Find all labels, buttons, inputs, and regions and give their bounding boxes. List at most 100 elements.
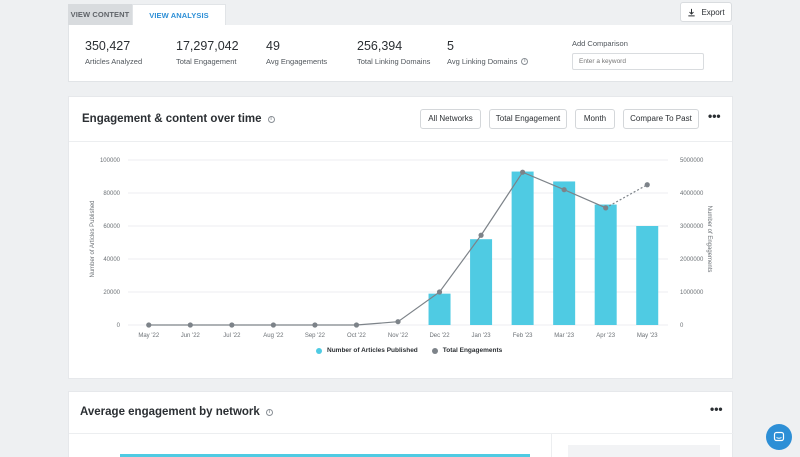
line-point (644, 182, 650, 188)
legend-swatch (316, 347, 322, 354)
info-icon[interactable]: i (265, 408, 273, 416)
stat-value: 256,394 (357, 39, 403, 53)
y-tick-label: 80000 (103, 191, 120, 197)
stat-label: Total Engagement (176, 57, 237, 66)
chart-bars (428, 171, 659, 325)
x-tick-label: May '23 (637, 333, 658, 339)
stat-label: Avg Engagements (266, 57, 328, 66)
engagement-chart: 100000 80000 60000 40000 20000 0 5000000 40000… (90, 158, 712, 339)
y-tick-label: 20000 (103, 290, 120, 296)
avg-engagement-by-network-card: Average engagement by network i ••• (68, 391, 734, 457)
divider (69, 433, 734, 434)
x-tick-label: May '22 (138, 333, 159, 339)
line-point (603, 205, 609, 211)
legend-label: Number of Articles Published (327, 347, 418, 354)
stat-value: 5 (447, 39, 454, 53)
info-icon[interactable]: i (267, 115, 275, 123)
more-options-icon[interactable]: ••• (710, 402, 723, 416)
chat-icon (773, 431, 785, 442)
report-tabs: VIEW CONTENT VIEW ANALYSIS REPORT (68, 4, 226, 42)
x-tick-label: Feb '23 (513, 333, 533, 339)
line-point (229, 322, 235, 328)
network-bar (120, 454, 530, 457)
legend-item-articles[interactable]: Number of Articles Published (316, 347, 418, 354)
stat-total-linking-domains: 256,394 Total Linking Domains (357, 39, 430, 66)
bar (428, 293, 451, 325)
add-comparison: Add Comparison (572, 39, 704, 70)
card-header: Engagement & content over time i All Net… (69, 97, 732, 142)
y-tick-label: 0 (117, 323, 121, 329)
stat-value: 350,427 (85, 39, 131, 53)
engagement-over-time-card: Engagement & content over time i All Net… (68, 96, 733, 379)
month-button[interactable]: Month (575, 109, 615, 129)
y2-tick-label: 1000000 (680, 290, 704, 296)
x-tick-label: Oct '22 (347, 333, 366, 339)
chat-button[interactable] (766, 424, 792, 450)
compare-to-past-button[interactable]: Compare To Past (623, 109, 699, 129)
y-tick-label: 40000 (103, 257, 120, 263)
export-label: Export (701, 7, 725, 17)
x-tick-label: Jul '22 (223, 333, 241, 339)
line-point (436, 289, 443, 295)
engagement-card-title: Engagement & content over time i (82, 113, 275, 125)
avg-card-title: Average engagement by network i (80, 406, 273, 418)
x-tick-label: Mar '23 (554, 333, 574, 339)
stat-label: Total Linking Domains (357, 57, 431, 66)
stat-avg-engagements: 49 Avg Engagements (266, 39, 327, 66)
side-panel (568, 445, 720, 457)
y2-tick-label: 5000000 (680, 158, 704, 164)
bar (470, 239, 493, 325)
add-comparison-input[interactable] (572, 53, 704, 70)
all-networks-button[interactable]: All Networks (420, 109, 481, 129)
x-tick-label: Sep '22 (305, 333, 326, 339)
legend-label: Total Engagements (442, 347, 503, 354)
stat-label: Avg Linking Domains (447, 57, 518, 66)
y2-tick-label: 0 (680, 323, 684, 329)
line-point (312, 322, 318, 328)
export-button[interactable]: Export (680, 2, 732, 22)
line-point (561, 187, 567, 193)
stat-articles-analyzed: 350,427 Articles Analyzed (85, 39, 142, 66)
line-point (520, 169, 526, 175)
line-point (353, 322, 360, 328)
legend-swatch (431, 347, 438, 354)
stat-avg-linking-domains: 5 Avg Linking Domains i (447, 39, 529, 66)
y-tick-label: 100000 (100, 158, 121, 164)
stat-value: 49 (266, 39, 280, 53)
total-engagement-button[interactable]: Total Engagement (489, 109, 567, 129)
y2-tick-label: 2000000 (680, 257, 704, 263)
y2-tick-label: 3000000 (680, 224, 704, 230)
summary-stats-card: 350,427 Articles Analyzed 17,297,042 Tot… (68, 25, 733, 82)
card-title-text: Engagement & content over time (82, 113, 262, 125)
bar (511, 171, 534, 325)
stat-label: Articles Analyzed (85, 57, 143, 66)
bar (594, 204, 617, 325)
tab-view-content[interactable]: VIEW CONTENT (68, 4, 132, 26)
bar (553, 181, 576, 325)
x-axis-ticks: May '22 Jun '22 Jul '22 Aug '22 Sep '22 Oct '… (138, 333, 658, 339)
x-tick-label: Dec '22 (429, 333, 450, 339)
line-point (395, 319, 401, 325)
more-options-icon[interactable]: ••• (708, 109, 721, 123)
line-point (146, 322, 152, 328)
line-point (270, 322, 276, 328)
download-icon (688, 8, 696, 16)
divider (551, 433, 552, 457)
card-title-text: Average engagement by network (80, 406, 260, 418)
chart-legend: Number of Articles Published Total Engag… (316, 347, 502, 354)
add-comparison-label: Add Comparison (572, 39, 628, 48)
info-icon[interactable]: i (521, 58, 529, 65)
y-axis-label: Number of Articles Published (90, 200, 96, 277)
bar (636, 226, 659, 325)
x-tick-label: Nov '22 (388, 333, 409, 339)
line-point (187, 322, 193, 328)
tab-view-analysis-report[interactable]: VIEW ANALYSIS REPORT (132, 4, 226, 42)
y2-axis-ticks: 5000000 4000000 3000000 2000000 1000000 0 (680, 158, 704, 329)
chart-gridlines (128, 159, 668, 326)
x-tick-label: Jun '22 (181, 333, 201, 339)
legend-item-engagements[interactable]: Total Engagements (431, 347, 503, 354)
stat-total-engagement: 17,297,042 Total Engagement (176, 39, 239, 66)
stat-value: 17,297,042 (176, 39, 239, 53)
x-tick-label: Aug '22 (263, 333, 284, 339)
y2-tick-label: 4000000 (680, 191, 704, 197)
